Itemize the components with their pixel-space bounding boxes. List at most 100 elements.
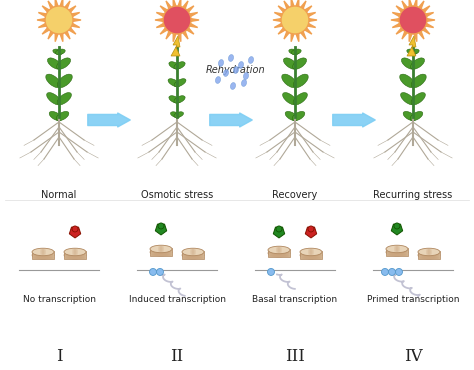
Text: Induced transcription: Induced transcription: [128, 295, 226, 304]
Ellipse shape: [268, 253, 290, 255]
Ellipse shape: [300, 253, 322, 255]
Ellipse shape: [64, 253, 86, 255]
Ellipse shape: [43, 248, 46, 256]
Ellipse shape: [418, 251, 440, 259]
Polygon shape: [305, 227, 317, 238]
Ellipse shape: [72, 248, 75, 256]
Ellipse shape: [55, 49, 65, 54]
Ellipse shape: [230, 83, 236, 90]
Ellipse shape: [403, 111, 416, 121]
Ellipse shape: [32, 255, 54, 257]
Ellipse shape: [161, 245, 164, 253]
Ellipse shape: [64, 248, 86, 256]
Ellipse shape: [182, 255, 204, 257]
Ellipse shape: [300, 251, 322, 259]
Ellipse shape: [248, 57, 254, 63]
Ellipse shape: [56, 111, 69, 121]
Circle shape: [156, 269, 164, 275]
Text: IV: IV: [404, 348, 422, 365]
Ellipse shape: [268, 255, 290, 257]
Polygon shape: [273, 0, 317, 42]
Circle shape: [149, 269, 156, 275]
Ellipse shape: [276, 246, 279, 254]
Ellipse shape: [401, 92, 415, 105]
Ellipse shape: [174, 96, 185, 103]
Text: I: I: [56, 348, 63, 365]
Ellipse shape: [300, 248, 322, 256]
Ellipse shape: [394, 245, 397, 253]
Text: Recurring stress: Recurring stress: [374, 190, 453, 200]
Ellipse shape: [418, 255, 440, 257]
Text: No transcription: No transcription: [23, 295, 96, 304]
Ellipse shape: [428, 248, 430, 256]
Polygon shape: [386, 248, 408, 256]
Ellipse shape: [159, 245, 163, 253]
Circle shape: [45, 6, 73, 34]
Ellipse shape: [223, 70, 228, 77]
Ellipse shape: [241, 80, 246, 87]
Ellipse shape: [418, 248, 440, 256]
Ellipse shape: [410, 58, 425, 69]
Ellipse shape: [308, 248, 311, 256]
Ellipse shape: [150, 245, 172, 253]
Ellipse shape: [169, 96, 180, 103]
Ellipse shape: [46, 92, 61, 105]
Ellipse shape: [174, 62, 185, 69]
Ellipse shape: [426, 248, 429, 256]
Circle shape: [158, 223, 164, 229]
FancyArrowPatch shape: [210, 113, 252, 127]
Ellipse shape: [182, 253, 204, 255]
Ellipse shape: [418, 257, 440, 259]
Ellipse shape: [244, 73, 248, 80]
Ellipse shape: [285, 111, 298, 121]
Ellipse shape: [192, 248, 196, 256]
Ellipse shape: [277, 246, 281, 254]
Text: Osmotic stress: Osmotic stress: [141, 190, 213, 200]
Ellipse shape: [57, 74, 73, 88]
Circle shape: [72, 226, 78, 232]
Ellipse shape: [32, 251, 54, 259]
Polygon shape: [150, 248, 172, 256]
Ellipse shape: [47, 58, 62, 69]
Ellipse shape: [411, 74, 426, 88]
Polygon shape: [182, 251, 204, 259]
Ellipse shape: [310, 248, 314, 256]
Circle shape: [399, 6, 427, 34]
Text: III: III: [285, 348, 305, 365]
Ellipse shape: [174, 112, 183, 118]
Circle shape: [308, 226, 314, 232]
Ellipse shape: [73, 248, 77, 256]
Ellipse shape: [182, 248, 204, 256]
Polygon shape: [32, 251, 54, 259]
Ellipse shape: [46, 74, 61, 88]
Polygon shape: [37, 0, 81, 42]
Ellipse shape: [268, 246, 290, 254]
Circle shape: [382, 269, 389, 275]
Polygon shape: [155, 224, 167, 235]
Text: Basal transcription: Basal transcription: [253, 295, 337, 304]
Polygon shape: [407, 36, 416, 56]
Ellipse shape: [310, 248, 313, 256]
Circle shape: [395, 269, 402, 275]
Ellipse shape: [40, 248, 43, 256]
Polygon shape: [155, 0, 199, 42]
Ellipse shape: [400, 74, 415, 88]
Ellipse shape: [57, 92, 72, 105]
Ellipse shape: [283, 58, 297, 69]
Ellipse shape: [150, 250, 172, 252]
FancyArrowPatch shape: [88, 113, 130, 127]
Ellipse shape: [150, 252, 172, 254]
Ellipse shape: [238, 61, 244, 68]
Ellipse shape: [279, 246, 282, 254]
Polygon shape: [418, 251, 440, 259]
Ellipse shape: [292, 49, 301, 54]
Text: Normal: Normal: [41, 190, 77, 200]
Ellipse shape: [57, 58, 71, 69]
Circle shape: [267, 269, 274, 275]
Ellipse shape: [300, 255, 322, 257]
Ellipse shape: [386, 252, 408, 254]
Ellipse shape: [41, 248, 45, 256]
Ellipse shape: [407, 49, 417, 54]
Ellipse shape: [401, 58, 415, 69]
Circle shape: [394, 223, 400, 229]
